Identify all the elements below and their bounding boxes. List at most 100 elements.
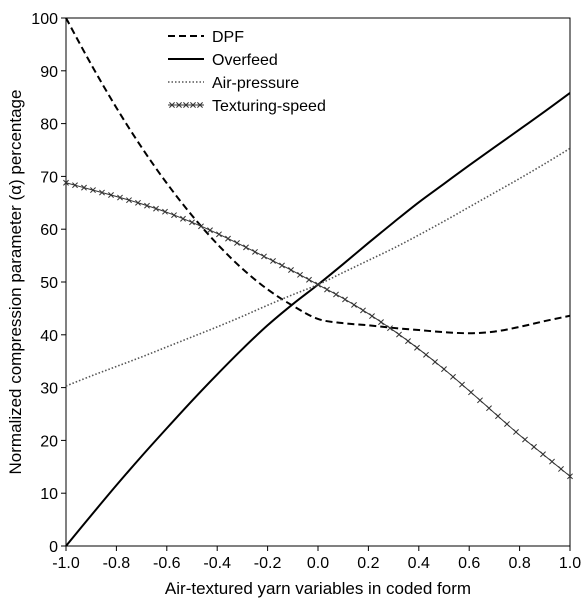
data-point-texturing-speed	[468, 389, 474, 396]
data-point-texturing-speed	[243, 244, 249, 251]
series-layer	[63, 17, 573, 547]
data-point-texturing-speed	[531, 443, 537, 450]
data-point-texturing-speed	[486, 405, 492, 412]
y-tick-label: 90	[40, 64, 58, 81]
y-tick-label: 100	[31, 11, 58, 28]
legend-marker	[169, 102, 175, 108]
data-point-texturing-speed	[90, 187, 96, 194]
data-point-texturing-speed	[63, 179, 69, 186]
legend-item-overfeed: Overfeed	[168, 52, 278, 69]
y-tick-label: 0	[49, 539, 58, 556]
data-point-texturing-speed	[396, 331, 402, 338]
x-tick-label: 0.4	[408, 555, 430, 572]
data-point-texturing-speed	[369, 313, 375, 320]
data-point-texturing-speed	[558, 465, 564, 472]
legend-item-dpf: DPF	[168, 29, 244, 46]
data-point-texturing-speed	[333, 291, 339, 298]
data-point-texturing-speed	[279, 262, 285, 269]
series-line-dpf	[65, 17, 571, 335]
y-tick-label: 60	[40, 222, 58, 239]
data-point-texturing-speed	[144, 202, 150, 209]
x-tick-label: 1.0	[559, 555, 581, 572]
data-point-texturing-speed	[342, 296, 348, 303]
data-point-texturing-speed	[189, 219, 195, 226]
legend-marker	[190, 102, 196, 108]
data-point-texturing-speed	[315, 281, 321, 288]
legend-marker	[197, 102, 203, 108]
x-axis-label: Air-textured yarn variables in coded for…	[165, 579, 471, 598]
y-tick-label: 50	[40, 275, 58, 292]
data-point-texturing-speed	[117, 194, 123, 201]
y-tick-label: 80	[40, 117, 58, 134]
data-point-texturing-speed	[108, 192, 114, 198]
data-point-texturing-speed	[414, 344, 420, 351]
series-texturing-speed	[63, 179, 573, 480]
legend-item-texturing-speed: Texturing-speed	[168, 98, 326, 115]
data-point-texturing-speed	[135, 199, 141, 206]
data-point-texturing-speed	[540, 451, 546, 458]
data-point-texturing-speed	[297, 271, 303, 278]
series-air-pressure	[65, 147, 571, 387]
series-line-texturing-speed	[65, 182, 571, 477]
data-point-texturing-speed	[306, 276, 312, 283]
data-point-texturing-speed	[153, 205, 159, 212]
x-tick-label: 0.6	[458, 555, 480, 572]
x-tick-label: -1.0	[52, 555, 80, 572]
data-point-texturing-speed	[477, 397, 483, 404]
data-point-texturing-speed	[522, 436, 528, 443]
data-point-texturing-speed	[162, 208, 168, 215]
data-point-texturing-speed	[495, 413, 501, 420]
y-tick-label: 70	[40, 169, 58, 186]
data-point-texturing-speed	[216, 231, 222, 238]
data-point-texturing-speed	[270, 258, 276, 264]
data-point-texturing-speed	[378, 319, 384, 326]
data-point-texturing-speed	[207, 227, 213, 234]
legend-label: Overfeed	[212, 52, 278, 69]
data-point-texturing-speed	[360, 307, 366, 314]
data-point-texturing-speed	[252, 248, 258, 255]
y-tick-label: 20	[40, 433, 58, 450]
x-tick-label: -0.6	[153, 555, 181, 572]
legend-marker	[176, 102, 182, 108]
data-point-texturing-speed	[567, 473, 573, 480]
legend-label: Air-pressure	[212, 75, 299, 92]
x-tick-label: -0.8	[103, 555, 131, 572]
data-point-texturing-speed	[99, 189, 105, 196]
data-point-texturing-speed	[198, 223, 204, 230]
data-point-texturing-speed	[288, 267, 294, 273]
data-point-texturing-speed	[459, 381, 465, 388]
data-point-texturing-speed	[549, 458, 555, 465]
data-point-texturing-speed	[324, 286, 330, 293]
data-point-texturing-speed	[234, 240, 240, 246]
data-point-texturing-speed	[261, 253, 267, 260]
data-point-texturing-speed	[351, 301, 357, 308]
data-point-texturing-speed	[441, 366, 447, 373]
y-tick-label: 30	[40, 381, 58, 398]
y-tick-label: 10	[40, 486, 58, 503]
legend-label: Texturing-speed	[212, 98, 326, 115]
series-dpf	[65, 17, 571, 335]
legend: DPF Overfeed Air-pressure Texturing-speed	[168, 29, 326, 115]
data-point-texturing-speed	[81, 184, 87, 191]
data-point-texturing-speed	[405, 338, 411, 345]
data-point-texturing-speed	[180, 215, 186, 222]
legend-label: DPF	[212, 29, 244, 46]
legend-item-air-pressure: Air-pressure	[168, 75, 299, 92]
data-point-texturing-speed	[432, 359, 438, 365]
data-point-texturing-speed	[171, 212, 177, 219]
data-point-texturing-speed	[72, 182, 78, 189]
x-tick-label: -0.4	[203, 555, 231, 572]
y-axis-label: Normalized compression parameter (α) per…	[6, 90, 25, 475]
data-point-texturing-speed	[126, 197, 132, 204]
x-tick-label: 0.8	[508, 555, 530, 572]
axes-layer: -1.0 -0.8 -0.6 -0.4 -0.2 0.0 0.2 0.4 0.6 0.8 1.0 0 1…	[31, 11, 581, 572]
series-line-air-pressure	[65, 147, 571, 387]
data-point-texturing-speed	[450, 373, 456, 380]
legend-marker	[183, 102, 189, 108]
data-point-texturing-speed	[513, 428, 519, 435]
data-point-texturing-speed	[504, 421, 510, 427]
data-point-texturing-speed	[387, 325, 393, 332]
y-tick-label: 40	[40, 328, 58, 345]
